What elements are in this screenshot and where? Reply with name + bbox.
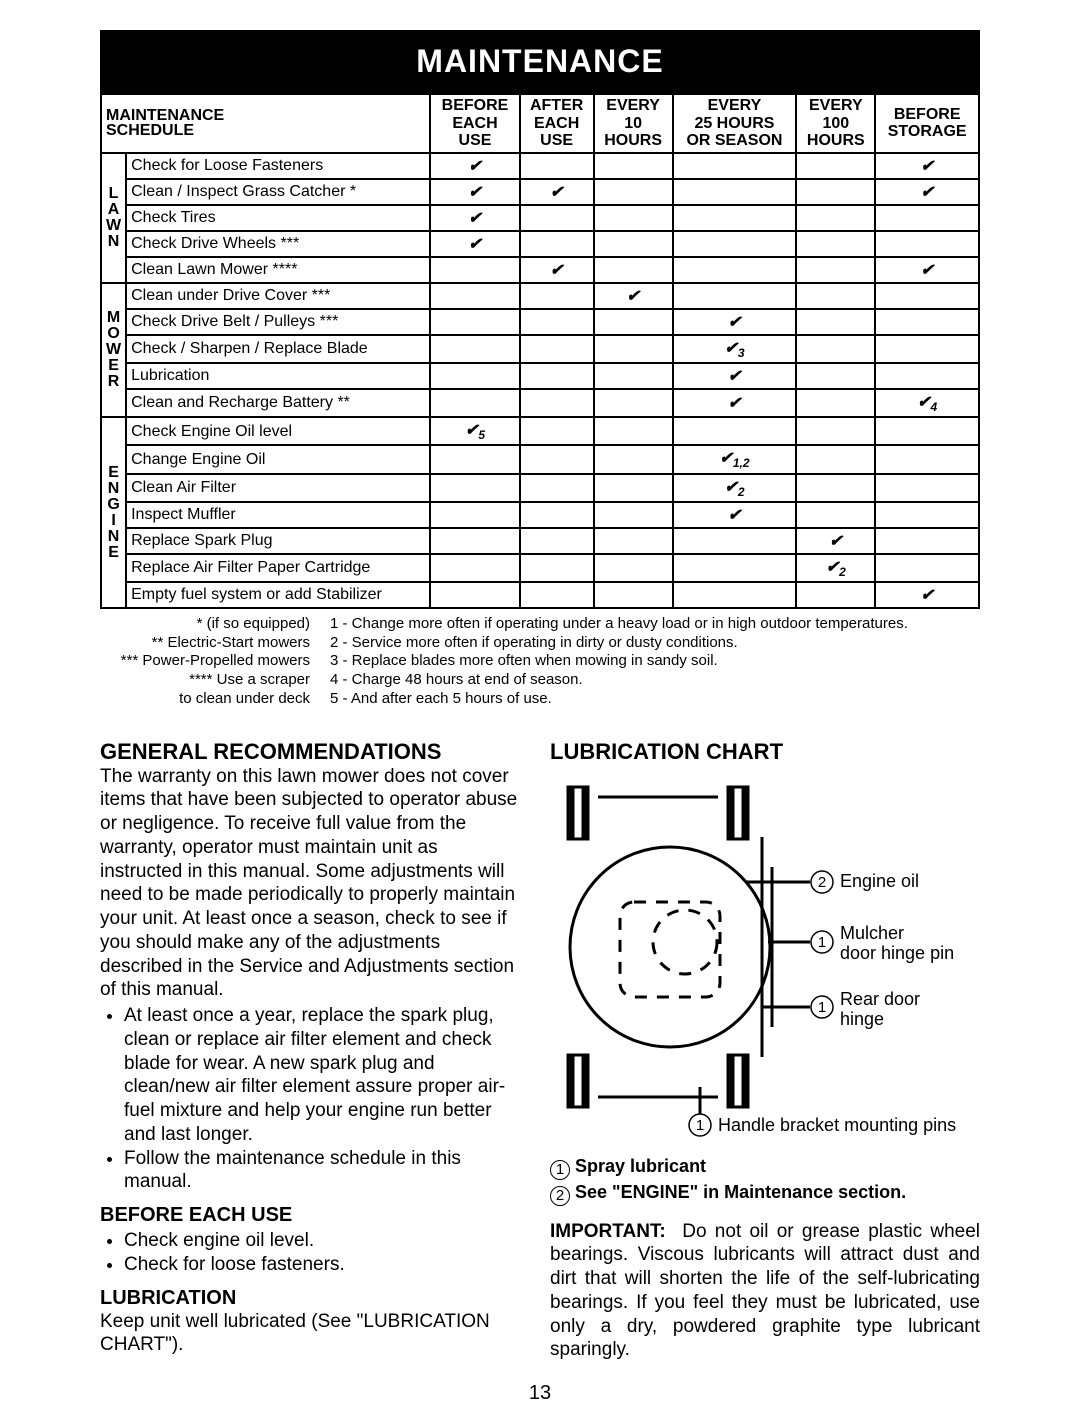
schedule-label: MAINTENANCE SCHEDULE xyxy=(101,94,430,153)
para-general: The warranty on this lawn mower does not… xyxy=(100,765,520,1003)
lubrication-diagram: 2 1 1 1 Engine oil Mulcher door hinge pi… xyxy=(550,767,980,1142)
vlabel-mower: MOWER xyxy=(101,283,126,417)
mower-diagram-icon: 2 1 1 1 Engine oil Mulcher door hinge pi… xyxy=(550,767,980,1137)
fn-3: 3 - Replace blades more often when mowin… xyxy=(330,652,980,671)
maintenance-schedule-table: MAINTENANCE SCHEDULE BEFOREEACHUSE AFTER… xyxy=(100,93,980,609)
table-row: Clean / Inspect Grass Catcher *✔✔✔ xyxy=(101,179,979,205)
bullet: At least once a year, replace the spark … xyxy=(124,1004,520,1147)
table-row: Check Drive Belt / Pulleys ***✔ xyxy=(101,309,979,335)
para-lubrication: Keep unit well lubricated (See "LUBRICAT… xyxy=(100,1310,520,1358)
title-banner: MAINTENANCE xyxy=(100,30,980,93)
task-cell: Check for Loose Fasteners xyxy=(126,153,430,179)
diagram-label-mulcher: Mulcher xyxy=(840,923,904,943)
key-2-icon: 2 xyxy=(550,1186,570,1206)
table-row: Check Drive Wheels ***✔ xyxy=(101,231,979,257)
colhead-before-storage: BEFORESTORAGE xyxy=(875,94,979,153)
svg-text:1: 1 xyxy=(818,934,826,951)
colhead-every-25-hours: EVERY25 HOURSOR SEASON xyxy=(673,94,797,153)
check-cell: ✔ xyxy=(430,153,519,179)
table-row: Change Engine Oil✔1,2 xyxy=(101,445,979,473)
key-2-label: See "ENGINE" in Maintenance section. xyxy=(575,1182,906,1202)
important-note: IMPORTANT: Do not oil or grease plastic … xyxy=(550,1220,980,1363)
fn-star4b: to clean under deck xyxy=(100,690,310,709)
vlabel-lawn: LAWN xyxy=(101,153,126,283)
important-label: IMPORTANT: xyxy=(550,1221,666,1242)
page-number: 13 xyxy=(100,1382,980,1405)
heading-lubrication-chart: LUBRICATION CHART xyxy=(550,739,980,765)
bullet: Check engine oil level. xyxy=(124,1229,520,1253)
table-row: LAWN Check for Loose Fasteners ✔✔ xyxy=(101,153,979,179)
fn-5: 5 - And after each 5 hours of use. xyxy=(330,690,980,709)
table-row: Inspect Muffler✔ xyxy=(101,502,979,528)
diagram-label-engine-oil: Engine oil xyxy=(840,871,919,891)
fn-star: * (if so equipped) xyxy=(100,615,310,634)
fn-2: 2 - Service more often if operating in d… xyxy=(330,634,980,653)
table-row: Clean Lawn Mower ****✔✔ xyxy=(101,257,979,283)
table-row: Check Tires✔ xyxy=(101,205,979,231)
fn-star3: *** Power-Propelled mowers xyxy=(100,652,310,671)
table-row: ENGINE Check Engine Oil level✔5 xyxy=(101,417,979,445)
colhead-every-10-hours: EVERY10HOURS xyxy=(594,94,673,153)
right-column: LUBRICATION CHART xyxy=(550,729,980,1363)
fn-star4: **** Use a scraper xyxy=(100,671,310,690)
colhead-every-100-hours: EVERY100HOURS xyxy=(796,94,875,153)
table-row: Empty fuel system or add Stabilizer✔ xyxy=(101,582,979,608)
fn-4: 4 - Charge 48 hours at end of season. xyxy=(330,671,980,690)
fn-star2: ** Electric-Start mowers xyxy=(100,634,310,653)
table-row: Replace Spark Plug✔ xyxy=(101,528,979,554)
footnotes-numbers: 1 - Change more often if operating under… xyxy=(330,615,980,709)
schedule-label-2: SCHEDULE xyxy=(106,123,425,138)
table-row: Clean and Recharge Battery **✔✔4 xyxy=(101,389,979,417)
table-row: Clean Air Filter✔2 xyxy=(101,474,979,502)
table-row: Lubrication✔ xyxy=(101,363,979,389)
table-row: Replace Air Filter Paper Cartridge✔2 xyxy=(101,554,979,582)
bullet: Check for loose fasteners. xyxy=(124,1253,520,1277)
colhead-before-each-use: BEFOREEACHUSE xyxy=(430,94,519,153)
key-1-icon: 1 xyxy=(550,1160,570,1180)
key-1-label: Spray lubricant xyxy=(575,1156,706,1176)
heading-lubrication: LUBRICATION xyxy=(100,1287,520,1310)
svg-text:1: 1 xyxy=(818,999,826,1016)
table-row: Check / Sharpen / Replace Blade✔3 xyxy=(101,335,979,363)
footnotes-symbols: * (if so equipped) ** Electric-Start mow… xyxy=(100,615,310,709)
svg-text:1: 1 xyxy=(696,1117,704,1134)
footnotes: * (if so equipped) ** Electric-Start mow… xyxy=(100,615,980,709)
diagram-label-handle: Handle bracket mounting pins xyxy=(718,1115,956,1135)
fn-1: 1 - Change more often if operating under… xyxy=(330,615,980,634)
svg-text:2: 2 xyxy=(818,874,826,891)
table-row: MOWER Clean under Drive Cover ***✔ xyxy=(101,283,979,309)
colhead-after-each-use: AFTEREACHUSE xyxy=(520,94,594,153)
diagram-label-rear: Rear door xyxy=(840,989,920,1009)
before-bullets: Check engine oil level. Check for loose … xyxy=(100,1229,520,1277)
lubrication-key: 1 Spray lubricant 2 See "ENGINE" in Main… xyxy=(550,1156,980,1206)
general-bullets: At least once a year, replace the spark … xyxy=(100,1004,520,1194)
diagram-label-rear2: hinge xyxy=(840,1009,884,1029)
vlabel-engine: ENGINE xyxy=(101,417,126,608)
heading-general-recommendations: GENERAL RECOMMENDATIONS xyxy=(100,739,520,765)
bullet: Follow the maintenance schedule in this … xyxy=(124,1147,520,1195)
heading-before-each-use: BEFORE EACH USE xyxy=(100,1204,520,1227)
diagram-label-mulcher2: door hinge pin xyxy=(840,943,954,963)
left-column: GENERAL RECOMMENDATIONS The warranty on … xyxy=(100,729,520,1363)
schedule-label-1: MAINTENANCE xyxy=(106,108,425,123)
